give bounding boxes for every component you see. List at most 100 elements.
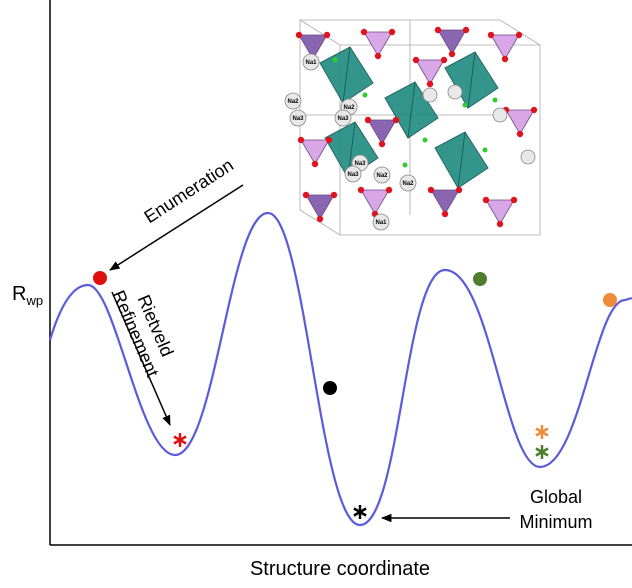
tetrahedron bbox=[485, 199, 515, 225]
structure-point bbox=[603, 293, 617, 307]
tetrahedron bbox=[437, 29, 467, 55]
y-axis-label: Rwp bbox=[12, 283, 43, 308]
oxygen-atom bbox=[462, 26, 470, 34]
oxygen-atom bbox=[295, 31, 303, 39]
sodium-atom bbox=[447, 84, 463, 100]
oxygen-atom bbox=[357, 186, 365, 194]
arrow bbox=[111, 291, 171, 426]
oxygen-atom bbox=[311, 160, 319, 168]
x-axis-label: Structure coordinate bbox=[250, 558, 430, 580]
tetrahedron bbox=[505, 109, 535, 135]
sodium-atom bbox=[520, 149, 536, 165]
atom-label: Na3 bbox=[354, 161, 366, 167]
octahedron-edge bbox=[467, 51, 476, 109]
refined-point bbox=[535, 425, 549, 439]
oxygen-atom bbox=[448, 50, 456, 58]
refined-point bbox=[353, 505, 367, 519]
sodium-atom bbox=[373, 166, 391, 184]
oxygen-atom bbox=[487, 31, 495, 39]
octahedron-edge bbox=[407, 81, 416, 139]
oxygen-atom bbox=[330, 191, 338, 199]
tetrahedron bbox=[490, 34, 520, 60]
asterisk-stroke bbox=[353, 507, 367, 517]
crystal-structure: Na1 Na2 Na2 Na3 Na3 Na3 Na3 Na2 Na2 Na1 bbox=[284, 19, 541, 236]
atom-label: Na2 bbox=[287, 99, 299, 105]
tetrahedron bbox=[363, 31, 393, 57]
enumeration-label: Enumeration bbox=[140, 155, 236, 227]
chloride-atom bbox=[492, 97, 498, 103]
tetrahedron bbox=[415, 59, 445, 85]
asterisk-stroke bbox=[535, 447, 549, 457]
energy-curve bbox=[48, 211, 632, 527]
oxygen-atom bbox=[482, 196, 490, 204]
atom-label: Na2 bbox=[376, 173, 388, 179]
arrow bbox=[109, 184, 244, 271]
tetrahedron bbox=[430, 189, 460, 215]
global-minimum-label: Minimum bbox=[519, 512, 592, 532]
chloride-atom bbox=[402, 162, 408, 168]
atom-label: Na1 bbox=[305, 60, 317, 66]
oxygen-atom bbox=[302, 191, 310, 199]
chloride-atom bbox=[362, 92, 368, 98]
oxygen-atom bbox=[412, 56, 420, 64]
tetrahedron bbox=[305, 194, 335, 220]
sodium-atom bbox=[334, 109, 352, 127]
sodium-atom bbox=[289, 109, 307, 127]
oxygen-atom bbox=[440, 56, 448, 64]
tetrahedron bbox=[367, 119, 397, 145]
atom-label: Na3 bbox=[347, 172, 359, 178]
oxygen-atom bbox=[392, 116, 400, 124]
oxygen-atom bbox=[385, 186, 393, 194]
refined-point bbox=[535, 445, 549, 459]
structure-point bbox=[473, 272, 487, 286]
oxygen-atom bbox=[530, 106, 538, 114]
oxygen-atom bbox=[496, 220, 504, 228]
chloride-atom bbox=[332, 57, 338, 63]
atom-label: Na2 bbox=[343, 105, 355, 111]
chloride-atom bbox=[482, 147, 488, 153]
oxygen-atom bbox=[510, 196, 518, 204]
octahedron-edge bbox=[342, 46, 351, 104]
oxygen-atom bbox=[501, 55, 509, 63]
oxygen-atom bbox=[323, 31, 331, 39]
oxygen-atom bbox=[515, 31, 523, 39]
oxygen-atom bbox=[516, 130, 524, 138]
oxygen-atom bbox=[325, 136, 333, 144]
chloride-atom bbox=[462, 102, 468, 108]
refined-point bbox=[173, 433, 187, 447]
sodium-atom bbox=[302, 53, 320, 71]
atom-label: Na3 bbox=[337, 116, 349, 122]
chloride-atom bbox=[422, 137, 428, 143]
oxygen-atom bbox=[297, 136, 305, 144]
oxygen-atom bbox=[441, 210, 449, 218]
octahedron-edge bbox=[457, 131, 466, 189]
global-minimum-label: Global bbox=[530, 487, 582, 507]
oxygen-atom bbox=[426, 80, 434, 88]
oxygen-atom bbox=[364, 116, 372, 124]
asterisk-stroke bbox=[173, 435, 187, 445]
atom-label: Na1 bbox=[375, 220, 387, 226]
sodium-atom bbox=[372, 213, 390, 231]
structure-point bbox=[93, 271, 107, 285]
oxygen-atom bbox=[427, 186, 435, 194]
sodium-atom bbox=[492, 107, 508, 123]
oxygen-atom bbox=[374, 52, 382, 60]
oxygen-atom bbox=[316, 215, 324, 223]
oxygen-atom bbox=[360, 28, 368, 36]
sodium-atom bbox=[344, 165, 362, 183]
tetrahedron bbox=[360, 189, 390, 215]
tetrahedron bbox=[298, 34, 328, 60]
sodium-atom bbox=[399, 174, 417, 192]
oxygen-atom bbox=[378, 140, 386, 148]
oxygen-atom bbox=[455, 186, 463, 194]
oxygen-atom bbox=[388, 28, 396, 36]
asterisk-stroke bbox=[535, 427, 549, 437]
atom-label: Na2 bbox=[402, 181, 414, 187]
tetrahedron bbox=[300, 139, 330, 165]
oxygen-atom bbox=[434, 26, 442, 34]
atom-label: Na3 bbox=[292, 116, 304, 122]
sodium-atom bbox=[284, 92, 302, 110]
structure-point bbox=[323, 381, 337, 395]
sodium-atom bbox=[422, 87, 438, 103]
